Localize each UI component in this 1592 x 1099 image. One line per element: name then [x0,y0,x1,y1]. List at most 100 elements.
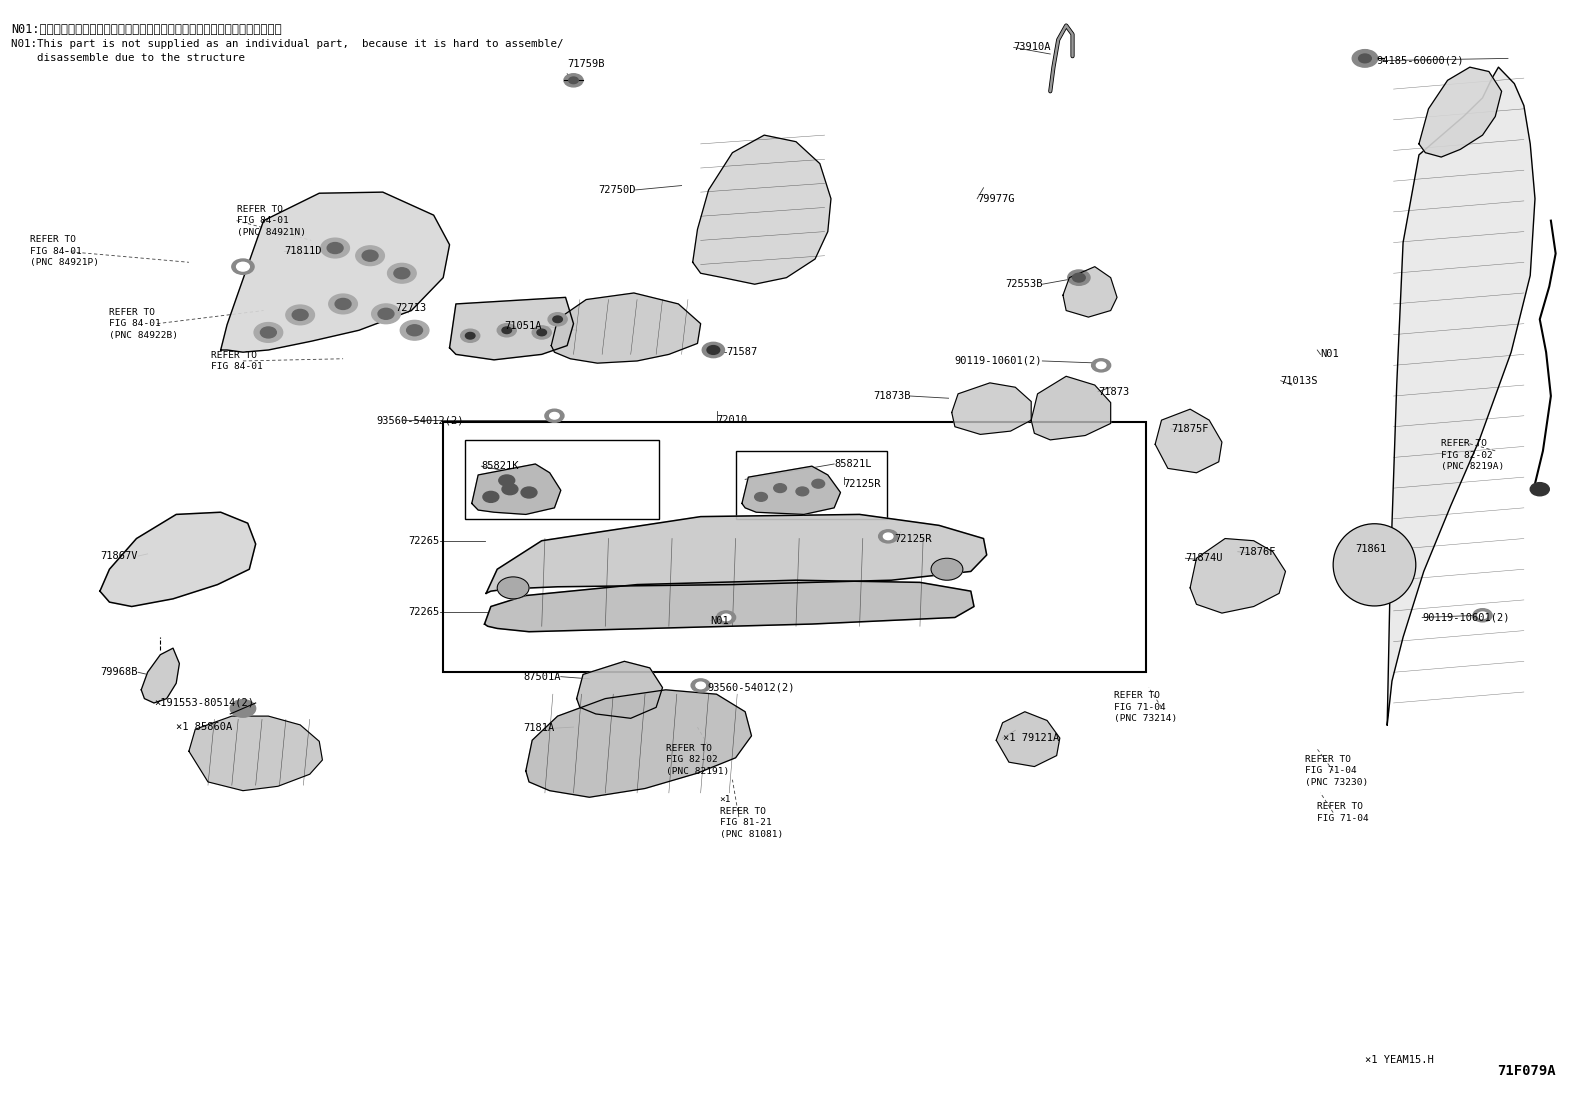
Circle shape [564,74,583,87]
Polygon shape [1191,539,1285,613]
Circle shape [549,412,559,419]
Text: 72010: 72010 [716,415,748,425]
Circle shape [1097,362,1106,368]
Circle shape [879,530,898,543]
Text: ×1 YEAM15.H: ×1 YEAM15.H [1364,1055,1434,1065]
Text: 71861: 71861 [1355,544,1387,555]
Circle shape [497,577,529,599]
Circle shape [255,323,283,342]
Text: REFER TO
FIG 84-01
(PNC 84921N): REFER TO FIG 84-01 (PNC 84921N) [237,204,306,236]
Polygon shape [742,466,841,514]
Polygon shape [486,514,987,593]
Polygon shape [1156,409,1223,473]
Text: 85821L: 85821L [834,459,872,469]
Circle shape [884,533,893,540]
Ellipse shape [1333,524,1415,606]
Text: 71873: 71873 [1098,387,1129,397]
Circle shape [568,77,578,84]
Circle shape [532,326,551,338]
Circle shape [361,251,377,262]
Text: 72750D: 72750D [599,185,635,195]
Text: REFER TO
FIG 84-01: REFER TO FIG 84-01 [212,351,263,371]
Text: 87501A: 87501A [524,671,560,681]
Circle shape [377,309,393,320]
Text: 72265: 72265 [409,535,439,546]
Text: 85821K: 85821K [481,462,519,471]
Circle shape [931,558,963,580]
Circle shape [497,324,516,336]
Polygon shape [525,690,751,797]
Text: N01: N01 [1320,349,1339,359]
Circle shape [336,299,350,310]
Text: 71F079A: 71F079A [1496,1064,1555,1078]
Circle shape [1073,274,1086,282]
Text: 72125R: 72125R [844,479,882,489]
Circle shape [552,317,562,323]
Circle shape [691,679,710,692]
Polygon shape [1063,267,1118,318]
Circle shape [1092,358,1111,371]
Circle shape [501,484,517,495]
Polygon shape [1032,376,1111,440]
Text: N01:This part is not supplied as an individual part,  because it is hard to asse: N01:This part is not supplied as an indi… [11,38,564,48]
Text: 73910A: 73910A [1014,43,1051,53]
Text: REFER TO
FIG 82-02
(PNC 8219A): REFER TO FIG 82-02 (PNC 8219A) [1441,440,1504,471]
Circle shape [1358,54,1371,63]
Circle shape [716,611,736,624]
Text: REFER TO
FIG 84-01
(PNC 84921P): REFER TO FIG 84-01 (PNC 84921P) [30,235,99,267]
Polygon shape [693,135,831,285]
Circle shape [796,487,809,496]
Text: 72553B: 72553B [1005,279,1043,289]
Circle shape [721,614,731,621]
Circle shape [537,330,546,335]
Text: 71759B: 71759B [567,59,605,69]
Text: 72125R: 72125R [895,533,931,544]
Bar [465,440,659,519]
Text: N01:この部品は、構造上分解・組付けが困難なため、単品では補給していません: N01:この部品は、構造上分解・組付けが困難なため、単品では補給していません [11,23,282,36]
Circle shape [355,246,384,266]
Text: disassemble due to the structure: disassemble due to the structure [11,53,245,63]
Circle shape [465,333,474,338]
Circle shape [482,491,498,502]
Text: 71051A: 71051A [505,321,541,331]
Circle shape [371,304,400,324]
Circle shape [400,321,428,340]
Circle shape [393,268,409,279]
Circle shape [330,295,357,314]
Circle shape [1473,609,1492,622]
Circle shape [696,682,705,689]
Text: ×1 79121A: ×1 79121A [1003,733,1059,743]
Circle shape [1477,612,1487,619]
Text: 71867V: 71867V [100,551,139,562]
Text: ×1
REFER TO
FIG 81-21
(PNC 81081): ×1 REFER TO FIG 81-21 (PNC 81081) [720,796,783,839]
Text: 71587: 71587 [726,347,758,357]
Text: 71811D: 71811D [285,246,322,256]
Circle shape [460,330,479,342]
Circle shape [501,328,511,333]
Bar [443,422,1146,673]
Text: 79977G: 79977G [977,193,1014,203]
Text: 71013S: 71013S [1280,376,1318,386]
Circle shape [287,306,315,325]
Text: 71873B: 71873B [872,391,911,401]
Text: ×1 85860A: ×1 85860A [177,722,232,732]
Polygon shape [471,464,560,514]
Circle shape [1352,49,1377,67]
Circle shape [812,479,825,488]
Circle shape [548,313,567,326]
Polygon shape [142,648,180,703]
Polygon shape [997,712,1060,766]
Text: REFER TO
FIG 71-04: REFER TO FIG 71-04 [1317,802,1369,823]
Text: 71876F: 71876F [1239,546,1275,557]
Circle shape [328,243,342,254]
Circle shape [1530,482,1549,496]
Polygon shape [1418,67,1501,157]
Text: ×191553-80514(2): ×191553-80514(2) [154,698,255,708]
Circle shape [293,310,309,321]
Text: 90119-10601(2): 90119-10601(2) [1422,612,1509,622]
Polygon shape [551,293,700,363]
Circle shape [237,263,250,271]
Text: 72713: 72713 [395,303,427,313]
Circle shape [544,409,564,422]
Text: N01: N01 [710,615,729,625]
